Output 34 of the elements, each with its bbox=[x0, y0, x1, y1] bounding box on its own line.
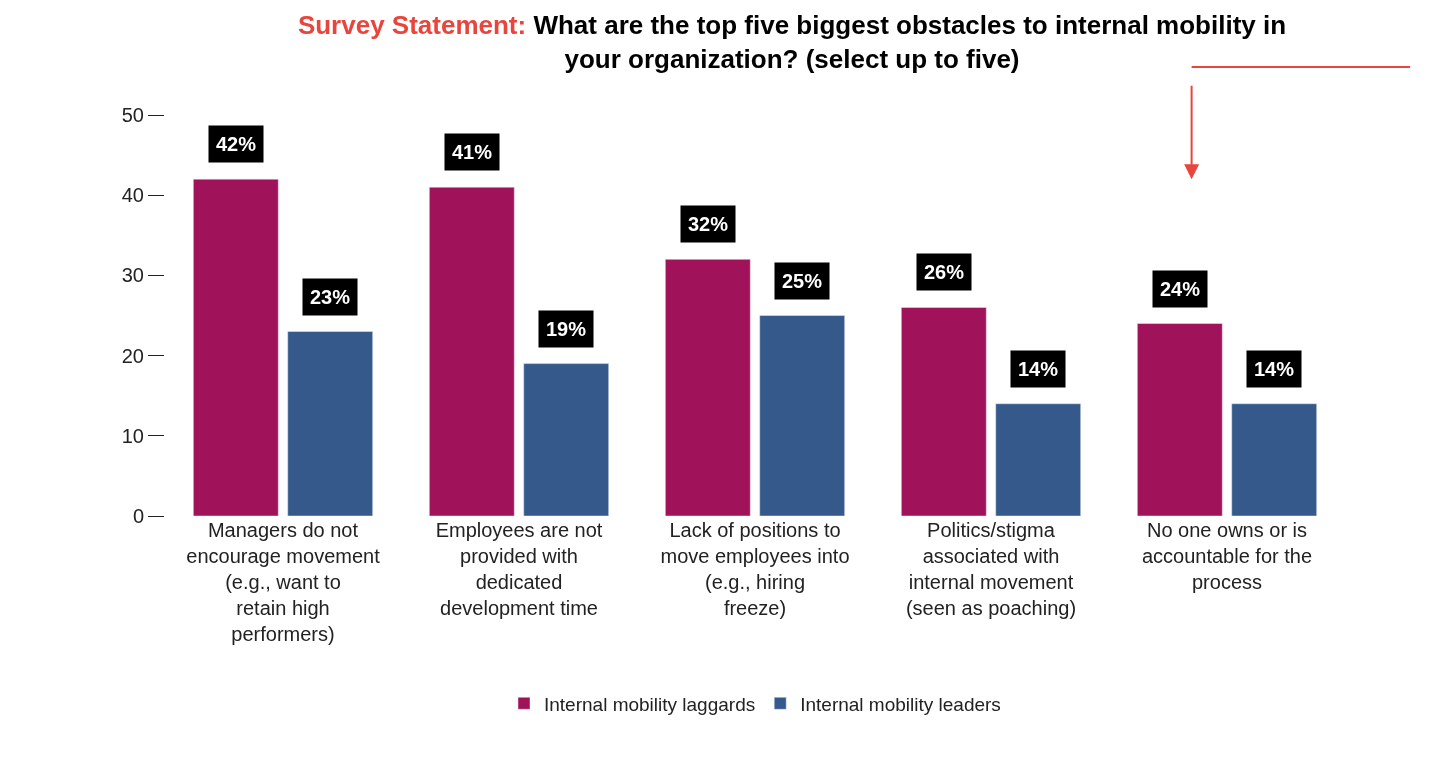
data-label: 14% bbox=[1254, 358, 1295, 380]
bar bbox=[665, 259, 751, 516]
data-label: 19% bbox=[546, 318, 587, 340]
data-label: 14% bbox=[1018, 358, 1059, 380]
bar bbox=[1137, 323, 1223, 516]
data-label: 23% bbox=[310, 286, 351, 308]
legend-label: Internal mobility laggards bbox=[544, 693, 756, 715]
legend-label: Internal mobility leaders bbox=[800, 693, 1001, 715]
bar bbox=[523, 363, 609, 516]
bar bbox=[193, 178, 279, 516]
y-tick-label: 0 bbox=[132, 505, 144, 527]
x-tick-label: Managers do not encourage movement (e.g., want to retain high performers) bbox=[186, 519, 381, 645]
bar bbox=[429, 186, 515, 516]
y-tick-label: 10 bbox=[121, 424, 144, 447]
bar bbox=[995, 403, 1081, 516]
data-label: 32% bbox=[688, 213, 729, 235]
y-tick-label: 40 bbox=[121, 184, 144, 207]
bar bbox=[901, 307, 987, 516]
y-tick-label: 20 bbox=[121, 344, 144, 367]
data-label: 26% bbox=[924, 261, 965, 283]
data-label: 41% bbox=[452, 141, 493, 163]
x-tick-label: Lack of positions to move employees into (e.g., hiring freeze) bbox=[660, 519, 850, 619]
bar bbox=[1231, 403, 1317, 516]
x-tick-label: Politics/stigma associated with internal movement (seen as poaching) bbox=[905, 519, 1077, 619]
bar bbox=[287, 331, 373, 516]
bar bbox=[759, 315, 845, 516]
x-tick-label: Employees are not provided with dedicated development time bbox=[435, 519, 603, 619]
data-label: 42% bbox=[216, 133, 257, 155]
x-tick-label: No one owns or is accountable for the process bbox=[1141, 519, 1313, 593]
chart-title: Survey Statement: What are the top five biggest obstacles to internal mobility in your organization? (select up to five) bbox=[297, 10, 1287, 75]
y-tick-label: 30 bbox=[121, 264, 144, 287]
data-label: 24% bbox=[1160, 278, 1201, 300]
data-label: 25% bbox=[782, 270, 823, 292]
y-tick-label: 50 bbox=[121, 104, 144, 126]
